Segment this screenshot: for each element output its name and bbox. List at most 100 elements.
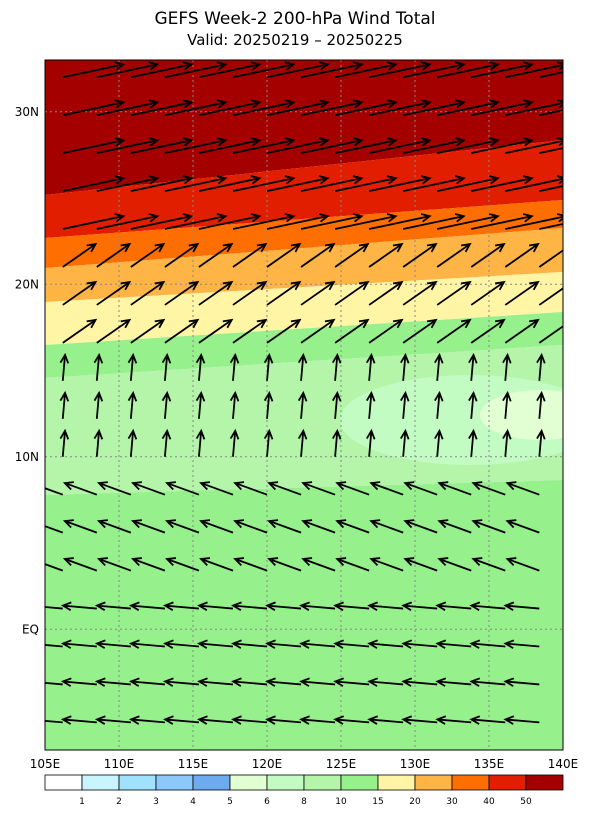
wind-arrow	[45, 644, 63, 648]
wind-arrow	[263, 352, 274, 381]
wind-arrow	[539, 185, 563, 192]
wind-arrow	[502, 352, 512, 381]
wind-arrow	[231, 639, 268, 649]
colorbar-label: 2	[116, 797, 122, 807]
wind-arrow	[164, 318, 200, 344]
wind-arrow	[96, 61, 160, 79]
wind-arrow	[300, 280, 336, 306]
wind-arrow	[437, 137, 500, 155]
wind-arrow	[368, 61, 432, 79]
wind-arrow	[367, 601, 404, 611]
wind-arrow	[538, 287, 563, 306]
wind-arrow	[198, 242, 234, 268]
wind-arrow	[299, 601, 336, 611]
wind-arrow	[232, 242, 268, 268]
wind-arrow	[369, 557, 404, 572]
wind-arrow	[267, 481, 302, 496]
wind-band	[45, 60, 563, 195]
wind-arrow	[127, 352, 138, 381]
wind-arrow	[333, 601, 370, 611]
wind-arrow	[437, 481, 472, 496]
wind-arrow	[471, 213, 534, 230]
wind-arrow	[504, 318, 540, 344]
wind-arrow	[367, 677, 404, 687]
colorbar-box	[192, 774, 231, 791]
wind-arrow	[299, 715, 336, 725]
colorbar-box	[118, 774, 157, 791]
wind-arrow	[198, 280, 234, 306]
wind-arrow	[437, 213, 500, 230]
lon-tick-label: 120E	[252, 757, 283, 771]
wind-arrow	[469, 601, 506, 611]
wind-arrow	[267, 519, 302, 534]
wind-arrow	[59, 352, 70, 381]
wind-arrow	[333, 715, 370, 725]
wind-arrow	[130, 213, 194, 230]
wind-arrow	[164, 280, 200, 306]
wind-arrow	[401, 601, 438, 611]
wind-arrow	[470, 242, 506, 268]
wind-arrow	[400, 352, 410, 381]
wind-arrow	[505, 481, 540, 496]
wind-arrow	[434, 390, 444, 419]
colorbar-label: 15	[372, 797, 383, 807]
wind-arrow	[130, 61, 194, 79]
wind-arrow	[333, 639, 370, 649]
wind-arrow	[301, 557, 336, 572]
wind-arrow	[96, 557, 132, 572]
wind-arrow	[299, 677, 336, 687]
lon-tick-label: 115E	[178, 757, 209, 771]
wind-arrow	[229, 428, 240, 457]
wind-arrow	[368, 280, 404, 306]
lat-tick-label: 20N	[15, 277, 39, 291]
wind-arrow	[368, 137, 432, 155]
wind-arrow	[368, 242, 404, 268]
wind-arrow	[331, 390, 342, 419]
wind-arrow	[161, 390, 172, 419]
wind-arrow	[504, 242, 540, 268]
wind-arrow	[503, 677, 540, 687]
wind-band	[45, 200, 563, 268]
wind-arrow	[502, 390, 512, 419]
wind-arrow	[162, 601, 199, 611]
wind-arrow	[266, 280, 302, 306]
wind-arrow	[96, 242, 132, 268]
wind-arrow	[505, 99, 563, 117]
wind-arrow	[60, 677, 97, 687]
wind-arrow	[232, 99, 296, 117]
wind-arrow	[402, 280, 438, 306]
lat-tick-label: 30N	[15, 105, 39, 119]
wind-arrow	[536, 352, 546, 381]
colorbar-label: 40	[483, 797, 495, 807]
wind-arrow	[539, 223, 563, 230]
wind-arrow	[331, 428, 342, 457]
wind-arrow	[437, 557, 472, 572]
wind-arrow	[130, 519, 166, 534]
wind-arrow	[437, 99, 500, 117]
wind-arrow	[232, 137, 296, 155]
colorbar-label: 6	[264, 797, 270, 807]
wind-arrow	[505, 213, 563, 230]
wind-arrow	[539, 147, 563, 155]
wind-vectors	[45, 61, 563, 725]
wind-arrow	[94, 601, 131, 611]
lon-tick-label: 125E	[326, 757, 357, 771]
lon-tick-label: 135E	[474, 757, 505, 771]
wind-arrow	[505, 175, 563, 192]
wind-arrow	[471, 481, 506, 496]
wind-band	[45, 272, 563, 345]
wind-arrow	[368, 175, 432, 192]
wind-arrow	[297, 390, 308, 419]
wind-arrow	[536, 390, 546, 419]
wind-arrow	[437, 61, 500, 79]
wind-band	[480, 390, 563, 440]
wind-arrow	[265, 677, 302, 687]
wind-arrow	[59, 428, 70, 457]
wind-arrow	[164, 175, 228, 192]
wind-arrow	[403, 557, 438, 572]
wind-arrow	[299, 639, 336, 649]
lon-tick-label: 110E	[104, 757, 135, 771]
wind-arrow	[266, 318, 302, 344]
wind-arrow	[197, 677, 234, 687]
wind-arrow	[199, 557, 234, 572]
